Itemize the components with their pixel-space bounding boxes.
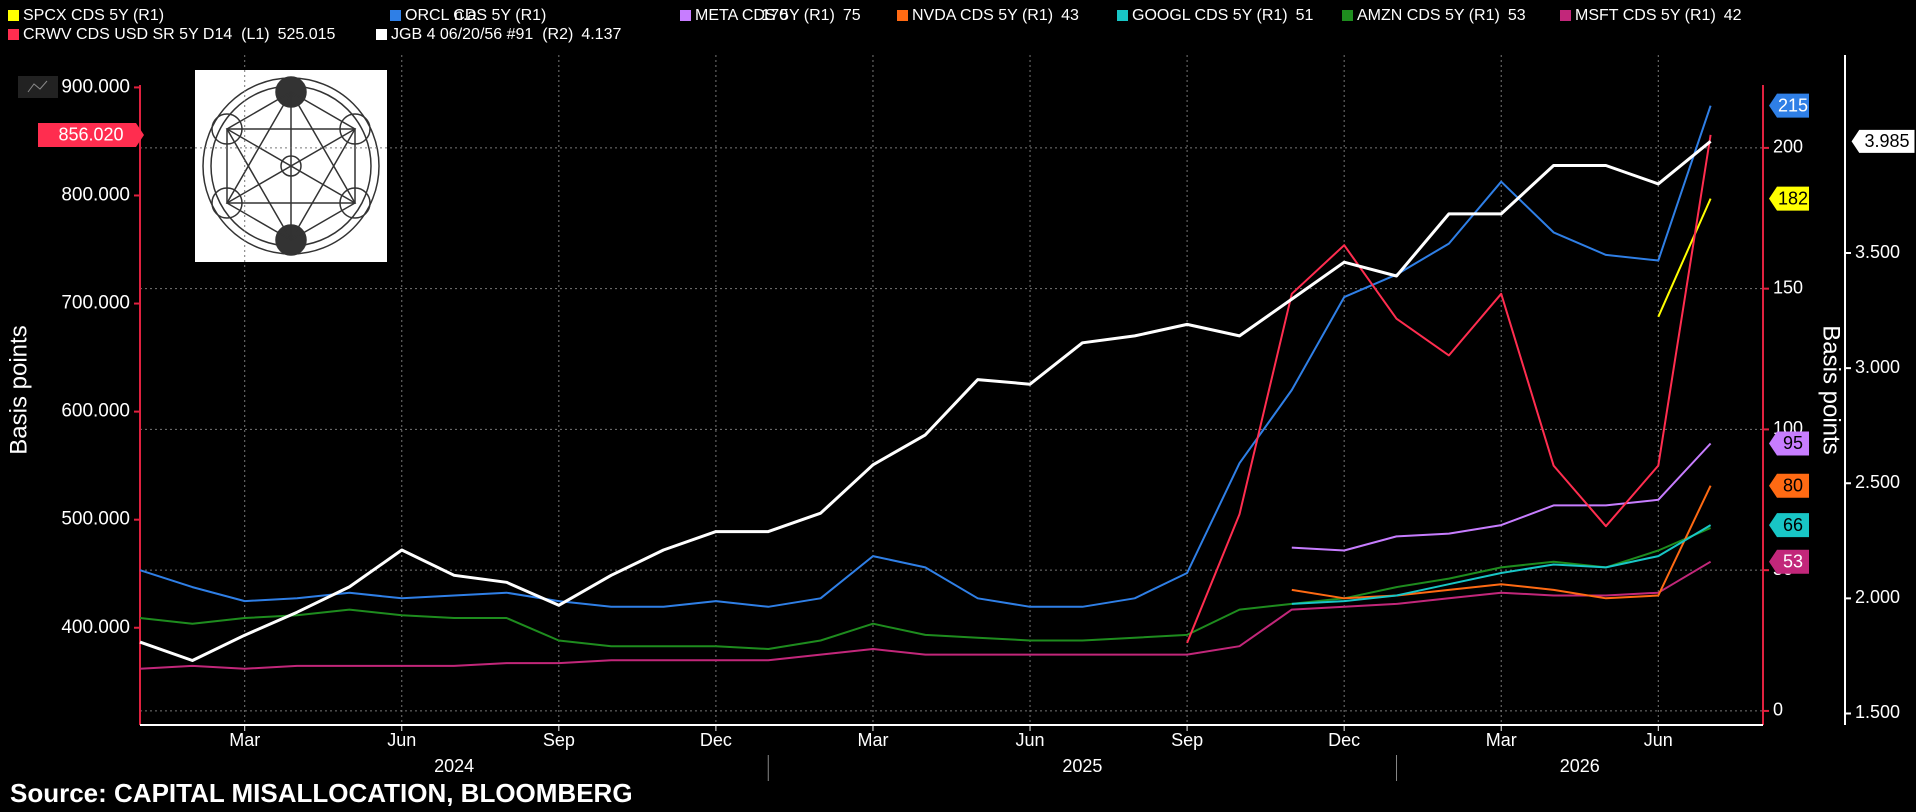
chart-icon-glyph [27,80,48,93]
legend-swatch [1560,10,1571,21]
x-tick-label: Mar [229,730,260,750]
legend-label: ORCL CDS 5Y (R1) [405,7,546,24]
legend-label: META CDS 5Y (R1) [695,7,835,24]
y-tick-label: 700.000 [61,293,130,314]
legend-value: 4.137 [581,26,621,43]
end-tag-label: 3.985 [1864,131,1909,151]
series-line [139,526,1711,650]
end-tag-label: 182 [1778,188,1808,208]
legend-label: AMZN CDS 5Y (R1) [1357,7,1500,24]
y-tick-label: 600.000 [61,401,130,422]
y-tick-label: 400.000 [61,617,130,638]
y2-axis-title: Basis points [1818,325,1845,454]
year-label: 2025 [1062,756,1102,776]
legend-swatch [8,10,19,21]
legend-label: JGB 4 06/20/56 #91 (R2) [391,26,573,43]
x-tick-label: Jun [1644,730,1673,750]
end-tag [1769,473,1809,498]
end-tag [1769,186,1809,211]
end-tag [38,122,144,147]
x-tick-label: Jun [1016,730,1045,750]
y2-tick-label: 0 [1773,700,1783,720]
legend-swatch [390,10,401,21]
y3-tick-label: 2.500 [1855,472,1900,492]
y3-tick-label: 2.000 [1855,587,1900,607]
y3-tick-label: 3.500 [1855,242,1900,262]
legend-value: 42 [1724,7,1742,24]
y-tick-label: 900.000 [61,76,130,97]
legend-swatch [376,29,387,40]
legend-swatch [897,10,908,21]
series-line [139,140,1712,662]
legend-label: NVDA CDS 5Y (R1) [912,7,1053,24]
x-tick-label: Jun [387,730,416,750]
end-tag-label: 80 [1783,475,1803,495]
legend-value: 525.015 [278,26,336,43]
legend-swatch [1117,10,1128,21]
series-line [1291,485,1712,600]
x-tick-label: Sep [543,730,575,750]
legend-value: 75 [843,7,861,24]
legend-value: 53 [1508,7,1526,24]
y-tick-label: 500.000 [61,509,130,530]
end-tag [1769,93,1809,118]
year-label: 2026 [1560,756,1600,776]
legend-swatch [1342,10,1353,21]
legend-label: SPCX CDS 5Y (R1) [23,7,164,24]
series-line [1657,198,1712,318]
legend-swatch [8,29,19,40]
legend-swatch [680,10,691,21]
logo [195,70,387,262]
end-tag-label: 215 [1778,95,1808,115]
series-line [1291,524,1712,605]
end-tag [1769,513,1809,538]
y-axis-title: Basis points [5,325,32,454]
year-label: 2024 [434,756,474,776]
series-line [139,105,1712,608]
series-line [139,560,1712,670]
legend-value: n.a. [454,7,481,24]
end-tag [1769,431,1809,456]
legend-label: CRWV CDS USD SR 5Y D14 (L1) [23,26,270,43]
y3-tick-label: 1.500 [1855,702,1900,722]
y2-tick-label: 150 [1773,277,1803,297]
y-tick-label: 800.000 [61,184,130,205]
x-tick-label: Mar [857,730,888,750]
y2-tick-label: 200 [1773,137,1803,157]
end-tag-label: 856.020 [58,125,123,145]
x-tick-label: Mar [1486,730,1517,750]
legend-value: 51 [1296,7,1314,24]
legend-label: MSFT CDS 5Y (R1) [1575,7,1716,24]
x-tick-label: Dec [700,730,732,750]
source: Source: CAPITAL MISALLOCATION, BLOOMBERG [10,778,633,808]
end-tag [1769,549,1809,574]
end-tag [1850,128,1916,154]
y3-tick-label: 3.000 [1855,357,1900,377]
series-line [1186,134,1712,644]
legend-value: 43 [1061,7,1079,24]
end-tag-label: 66 [1783,515,1803,535]
end-tag-label: 95 [1783,433,1803,453]
end-tag-label: 53 [1783,551,1803,571]
series-line [1291,442,1712,552]
x-tick-label: Sep [1171,730,1203,750]
legend-value: 170 [761,7,788,24]
x-tick-label: Dec [1328,730,1360,750]
legend-label: GOOGL CDS 5Y (R1) [1132,7,1288,24]
